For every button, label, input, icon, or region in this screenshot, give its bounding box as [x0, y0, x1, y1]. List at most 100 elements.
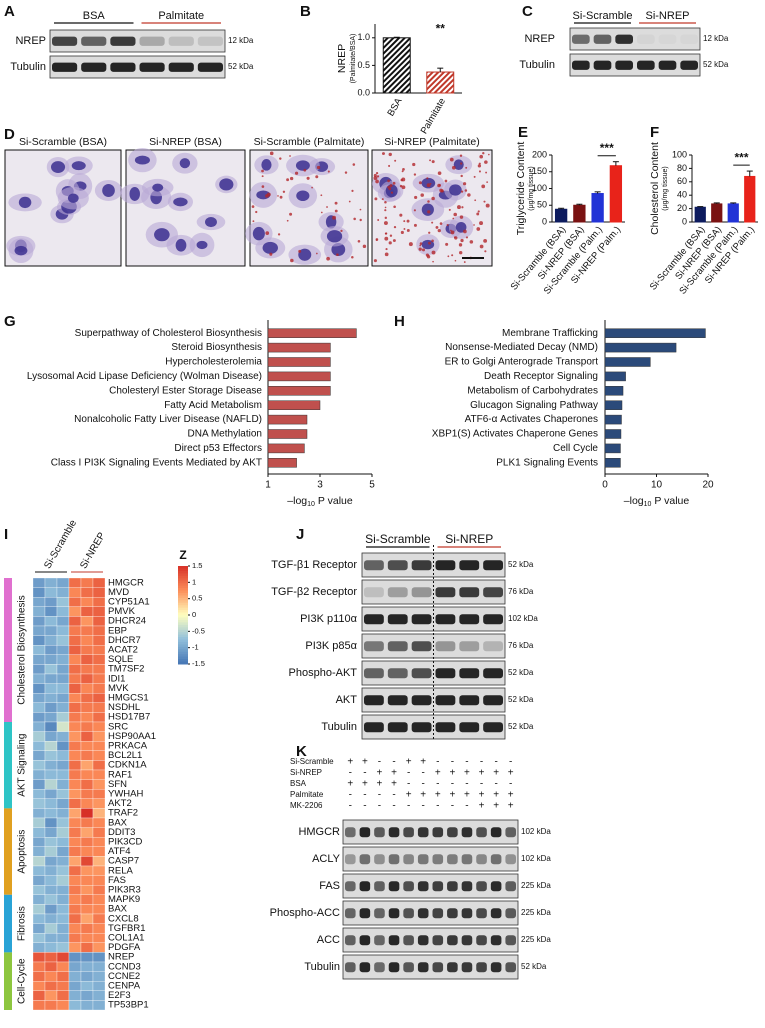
blot-band [447, 962, 458, 973]
y-axis-sublabel: (μg/mg tissue) [662, 166, 669, 211]
blot-band [345, 827, 356, 838]
lipid-droplet [403, 228, 406, 230]
colorbar-slice [178, 646, 188, 650]
lipid-droplet [464, 189, 468, 192]
condition-sign: - [465, 801, 468, 812]
blot-size-label: 102 kDa [521, 854, 551, 863]
colorbar-slice [178, 578, 188, 582]
heatmap-cell [44, 606, 58, 617]
heatmap-cell [80, 961, 94, 972]
y-axis-label: NREP [336, 44, 348, 73]
heatmap-cell [44, 616, 58, 627]
blot-band [483, 641, 503, 652]
condition-sign: - [494, 757, 497, 768]
heatmap-cell [68, 769, 82, 780]
condition-sign: - [436, 779, 439, 790]
gene-label: DHCR24 [108, 616, 146, 627]
heatmap-cell [92, 865, 106, 876]
y-axis-label: Cholesterol Content [649, 142, 661, 235]
heatmap-cell [44, 913, 58, 924]
blot-band [388, 962, 400, 973]
heatmap-cell [92, 798, 106, 809]
bar [267, 429, 308, 439]
blot-band [417, 827, 429, 838]
gene-label: RAF1 [108, 769, 132, 780]
heatmap-cell [56, 875, 70, 886]
group-label: Si-Scramble [365, 532, 431, 546]
blot-row-label: ACC [317, 934, 340, 946]
category-label: Death Receptor Signaling [484, 371, 598, 382]
blot-band [411, 641, 432, 652]
lipid-droplet [392, 239, 396, 243]
heatmap-cell [44, 741, 58, 751]
lipid-droplet [419, 244, 422, 247]
group-label: AKT Signaling [17, 734, 28, 797]
lipid-droplet [486, 181, 489, 183]
blot-band [483, 695, 503, 706]
heatmap-cell [44, 933, 58, 943]
lipid-droplet [251, 205, 255, 208]
heatmap-cell [80, 952, 94, 963]
blot-band [387, 641, 408, 652]
heatmap-cell [56, 990, 70, 1001]
heatmap-cell [92, 683, 106, 694]
nucleus [298, 248, 312, 261]
gene-label: PMVK [108, 606, 136, 617]
blot-band [411, 722, 432, 733]
heatmap-cell [56, 837, 70, 847]
blot-strip [569, 27, 701, 51]
gene-label: EBP [108, 625, 127, 636]
blot-band [197, 36, 223, 46]
heatmap-cell [44, 654, 58, 665]
blot-band [461, 935, 473, 946]
heatmap-cell [56, 1000, 70, 1011]
heatmap-cell [92, 837, 106, 847]
gene-label: AKT2 [108, 798, 132, 809]
category-label: Hypercholesterolemia [165, 357, 262, 368]
y-tick-label: 200 [532, 149, 547, 159]
heatmap-cell [80, 597, 94, 607]
heatmap-cell [44, 904, 58, 915]
nucleus [326, 230, 343, 243]
y-tick-label: 80 [677, 163, 687, 173]
lipid-droplet [375, 171, 379, 175]
blot-band [505, 908, 516, 919]
blot-band [490, 854, 502, 865]
condition-sign: - [363, 801, 366, 812]
lipid-droplet [462, 182, 467, 186]
heatmap-cell [44, 875, 58, 886]
lipid-droplet [428, 231, 431, 234]
condition-sign: - [363, 768, 366, 779]
heatmap-cell [44, 837, 58, 847]
condition-sign: + [449, 768, 455, 779]
condition-sign: - [451, 779, 454, 790]
blot-band [461, 854, 473, 865]
heatmap-cell [68, 693, 82, 703]
bar [267, 414, 308, 425]
condition-sign: + [377, 779, 383, 790]
heatmap-cell [32, 673, 46, 684]
lipid-droplet [431, 239, 434, 243]
lipid-droplet [388, 152, 392, 157]
x-tick-label: 10 [651, 480, 663, 491]
lipid-droplet [439, 188, 443, 193]
lipid-droplet [453, 212, 458, 217]
x-tick-label: 20 [702, 480, 714, 491]
colorbar-slice [178, 644, 188, 648]
blot-band [432, 962, 444, 973]
blot-size-label: 225 kDa [521, 908, 551, 917]
heatmap-cell [92, 808, 106, 819]
lipid-droplet [384, 216, 387, 220]
lipid-droplet [279, 195, 283, 199]
heatmap-cell [32, 702, 46, 713]
lipid-droplet [340, 229, 343, 232]
blot-row-label: Tubulin [321, 721, 357, 733]
blot-strip [342, 927, 519, 953]
heatmap-cell [68, 933, 82, 943]
nucleus [102, 183, 115, 198]
blot-band [447, 827, 458, 838]
condition-sign: - [422, 768, 425, 779]
gene-label: TGFBR1 [108, 923, 145, 934]
colorbar-tick-label: 0.5 [192, 594, 202, 603]
heatmap-cell [80, 721, 94, 732]
